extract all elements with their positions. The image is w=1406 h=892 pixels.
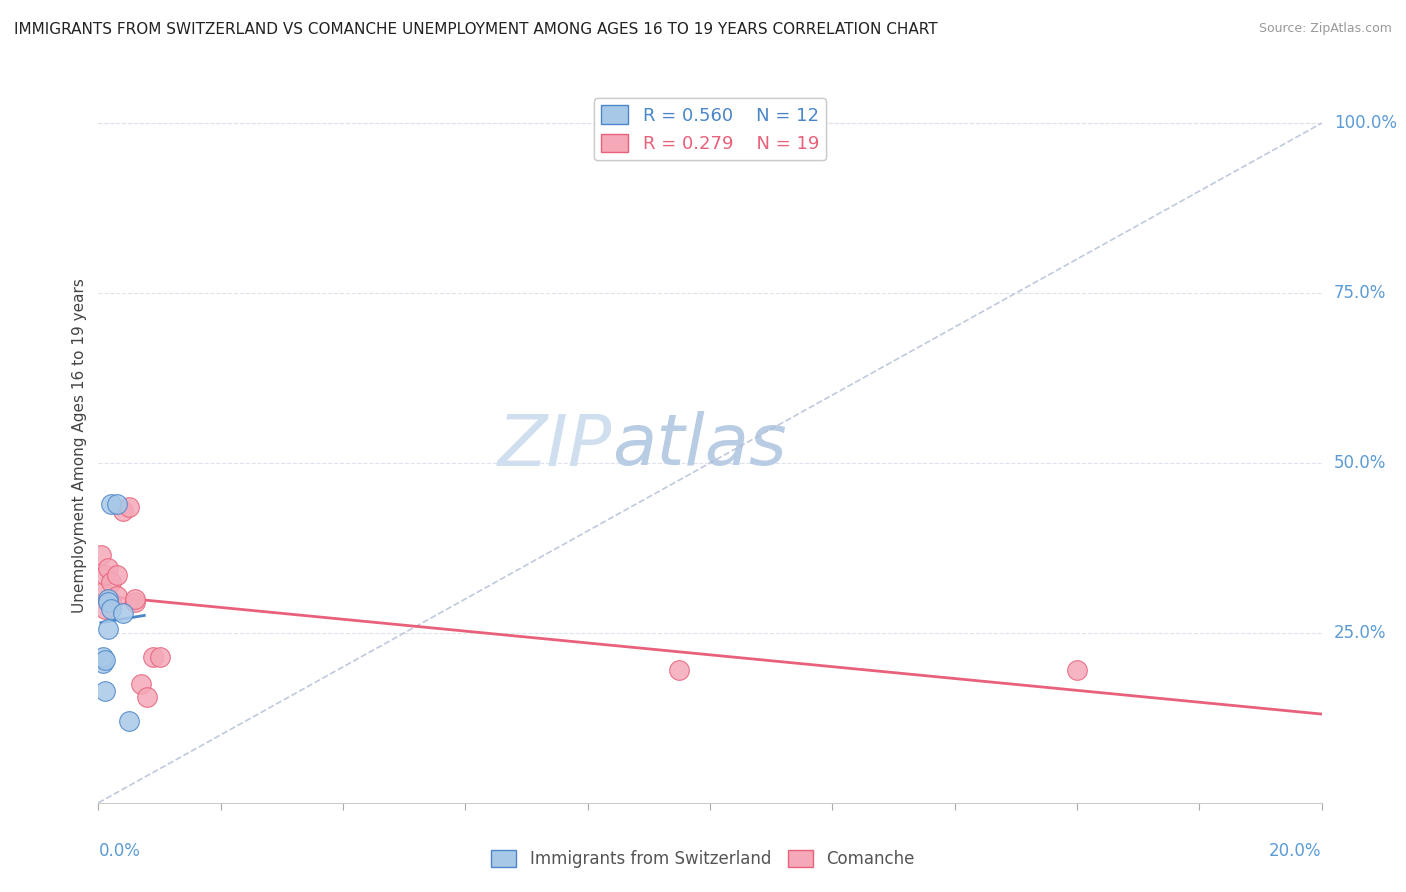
Point [118,714,141,729]
Text: 0.0%: 0.0% [98,842,141,860]
Text: 50.0%: 50.0% [1334,454,1386,472]
Point [105,568,128,582]
Point [124,591,146,606]
Point [97,623,120,637]
Point [100,602,122,616]
Point [97,595,120,609]
Point [136,690,159,705]
Point [97,561,120,575]
Point [93,602,115,616]
Point [100,595,122,609]
Text: 25.0%: 25.0% [1334,624,1386,642]
Text: 20.0%: 20.0% [1270,842,1322,860]
Point [105,589,128,603]
Point [129,677,152,691]
Legend: R = 0.560    N = 12, R = 0.279    N = 19: R = 0.560 N = 12, R = 0.279 N = 19 [593,98,827,161]
Point [91,657,114,671]
Point [100,574,122,589]
Point [149,649,172,664]
Point [1066,663,1088,677]
Text: atlas: atlas [612,411,787,481]
Point [124,595,146,609]
Point [93,568,115,582]
Text: IMMIGRANTS FROM SWITZERLAND VS COMANCHE UNEMPLOYMENT AMONG AGES 16 TO 19 YEARS C: IMMIGRANTS FROM SWITZERLAND VS COMANCHE … [14,22,938,37]
Point [105,497,128,511]
Point [118,500,141,515]
Text: ZIP: ZIP [498,411,612,481]
Point [93,683,115,698]
Text: 100.0%: 100.0% [1334,114,1398,132]
Legend: Immigrants from Switzerland, Comanche: Immigrants from Switzerland, Comanche [485,843,921,875]
Point [97,591,120,606]
Text: Source: ZipAtlas.com: Source: ZipAtlas.com [1258,22,1392,36]
Point [93,653,115,667]
Y-axis label: Unemployment Among Ages 16 to 19 years: Unemployment Among Ages 16 to 19 years [72,278,87,614]
Point [142,649,165,664]
Point [90,548,112,562]
Text: 75.0%: 75.0% [1334,284,1386,302]
Point [668,663,690,677]
Point [111,503,134,517]
Point [91,585,114,599]
Point [91,649,114,664]
Point [100,497,122,511]
Point [111,606,134,620]
